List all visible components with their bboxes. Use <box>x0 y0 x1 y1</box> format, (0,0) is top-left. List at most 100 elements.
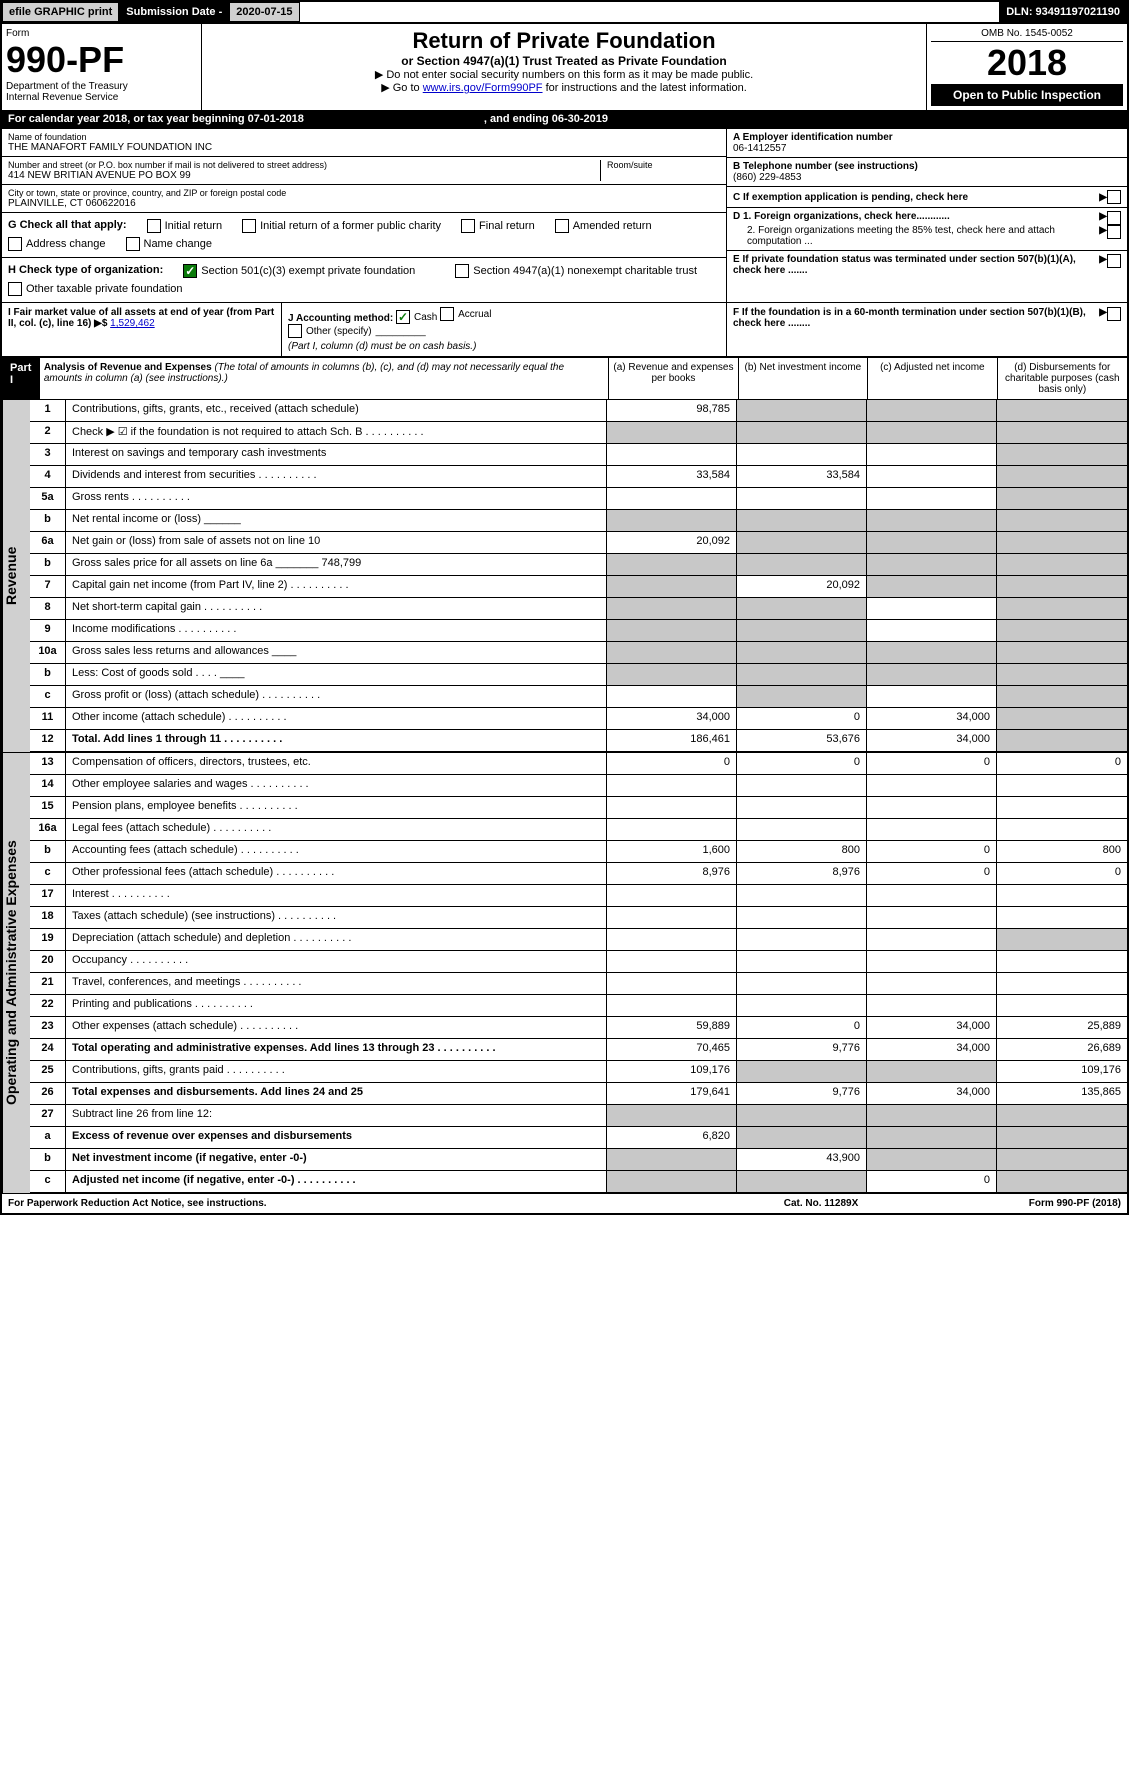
amount-b: 0 <box>737 1017 867 1038</box>
amount-c <box>867 466 997 487</box>
line-desc: Interest <box>66 885 607 906</box>
instruction-2: ▶ Go to www.irs.gov/Form990PF for instru… <box>206 81 922 94</box>
cb-cash[interactable]: ✓Cash <box>396 310 437 324</box>
amount-d <box>997 400 1127 421</box>
line-desc: Total. Add lines 1 through 11 <box>66 730 607 751</box>
table-row: 11Other income (attach schedule)34,00003… <box>30 708 1127 730</box>
amount-d: 25,889 <box>997 1017 1127 1038</box>
footer: For Paperwork Reduction Act Notice, see … <box>2 1193 1127 1213</box>
table-row: 19Depreciation (attach schedule) and dep… <box>30 929 1127 951</box>
checkbox-icon[interactable] <box>1107 190 1121 204</box>
line-desc: Gross sales less returns and allowances … <box>66 642 607 663</box>
tax-year: 2018 <box>931 42 1123 84</box>
line-desc: Net rental income or (loss) ______ <box>66 510 607 531</box>
line-desc: Net gain or (loss) from sale of assets n… <box>66 532 607 553</box>
i-cell: I Fair market value of all assets at end… <box>2 303 282 356</box>
open-public: Open to Public Inspection <box>931 84 1123 106</box>
line-desc: Gross sales price for all assets on line… <box>66 554 607 575</box>
amount-b <box>737 664 867 685</box>
ein-cell: A Employer identification number 06-1412… <box>727 129 1127 158</box>
line-number: 18 <box>30 907 66 928</box>
amount-a <box>607 951 737 972</box>
instr2-post: for instructions and the latest informat… <box>543 82 747 94</box>
amount-d <box>997 973 1127 994</box>
amount-d <box>997 819 1127 840</box>
part1-label-cell: Part I Analysis of Revenue and Expenses … <box>2 358 609 399</box>
amount-b <box>737 929 867 950</box>
amount-d <box>997 576 1127 597</box>
submission-date-label: Submission Date - <box>119 2 229 22</box>
amount-b <box>737 510 867 531</box>
cb-501c3[interactable]: ✓Section 501(c)(3) exempt private founda… <box>183 264 415 278</box>
amount-c <box>867 775 997 796</box>
amount-c <box>867 819 997 840</box>
form-number: 990-PF <box>6 39 197 81</box>
checkbox-icon <box>242 219 256 233</box>
cb-other-taxable[interactable]: Other taxable private foundation <box>8 282 183 296</box>
cb-other[interactable]: Other (specify) _________ <box>288 324 426 338</box>
line-number: 12 <box>30 730 66 751</box>
line-desc: Subtract line 26 from line 12: <box>66 1105 607 1126</box>
amount-b: 43,900 <box>737 1149 867 1170</box>
info-left: Name of foundation THE MANAFORT FAMILY F… <box>2 129 727 302</box>
amount-b: 0 <box>737 708 867 729</box>
amount-b <box>737 797 867 818</box>
footer-left: For Paperwork Reduction Act Notice, see … <box>8 1198 721 1209</box>
cb-initial-former[interactable]: Initial return of a former public charit… <box>242 219 441 233</box>
f-label: F If the foundation is in a 60-month ter… <box>733 307 1099 352</box>
checkbox-icon[interactable] <box>1107 307 1121 321</box>
cb-address-change[interactable]: Address change <box>8 237 106 251</box>
part1-desc: Analysis of Revenue and Expenses (The to… <box>40 358 608 399</box>
amount-a <box>607 797 737 818</box>
line-number: 14 <box>30 775 66 796</box>
amount-d: 26,689 <box>997 1039 1127 1060</box>
amount-c: 34,000 <box>867 730 997 751</box>
line-number: 6a <box>30 532 66 553</box>
footer-mid: Cat. No. 11289X <box>721 1198 921 1209</box>
line-number: 9 <box>30 620 66 641</box>
amount-d <box>997 664 1127 685</box>
amount-d: 0 <box>997 863 1127 884</box>
checkbox-icon[interactable] <box>1107 211 1121 225</box>
line-number: 13 <box>30 753 66 774</box>
checkbox-icon <box>455 264 469 278</box>
addr-label: Number and street (or P.O. box number if… <box>8 160 600 170</box>
line-desc: Net short-term capital gain <box>66 598 607 619</box>
checkbox-icon[interactable] <box>1107 254 1121 268</box>
cb-initial[interactable]: Initial return <box>147 219 222 233</box>
line-number: b <box>30 664 66 685</box>
line-number: 8 <box>30 598 66 619</box>
e-cell: E If private foundation status was termi… <box>727 251 1127 279</box>
checkbox-icon[interactable] <box>1107 225 1121 239</box>
line-desc: Occupancy <box>66 951 607 972</box>
amount-b <box>737 907 867 928</box>
checkbox-checked-icon: ✓ <box>183 264 197 278</box>
cb-amended[interactable]: Amended return <box>555 219 652 233</box>
checkbox-checked-icon: ✓ <box>396 310 410 324</box>
amount-b <box>737 1171 867 1192</box>
cb-final[interactable]: Final return <box>461 219 535 233</box>
amount-a: 20,092 <box>607 532 737 553</box>
dept-treasury: Department of the Treasury <box>6 81 197 92</box>
amount-c <box>867 1127 997 1148</box>
cb-accrual[interactable]: Accrual <box>440 307 491 321</box>
amount-c <box>867 797 997 818</box>
table-row: 5aGross rents <box>30 488 1127 510</box>
main-title: Return of Private Foundation <box>206 28 922 54</box>
subtitle: or Section 4947(a)(1) Trust Treated as P… <box>206 54 922 68</box>
table-row: cOther professional fees (attach schedul… <box>30 863 1127 885</box>
cb-name-change[interactable]: Name change <box>126 237 213 251</box>
amount-b <box>737 620 867 641</box>
amount-b: 8,976 <box>737 863 867 884</box>
cb-4947[interactable]: Section 4947(a)(1) nonexempt charitable … <box>455 264 697 278</box>
line-desc: Pension plans, employee benefits <box>66 797 607 818</box>
c-cell: C If exemption application is pending, c… <box>727 187 1127 208</box>
line-desc: Printing and publications <box>66 995 607 1016</box>
irs-link[interactable]: www.irs.gov/Form990PF <box>423 82 543 94</box>
amount-b <box>737 554 867 575</box>
amount-d <box>997 422 1127 443</box>
line-desc: Net investment income (if negative, ente… <box>66 1149 607 1170</box>
instruction-1: ▶ Do not enter social security numbers o… <box>206 68 922 81</box>
amount-c <box>867 598 997 619</box>
amount-d <box>997 444 1127 465</box>
